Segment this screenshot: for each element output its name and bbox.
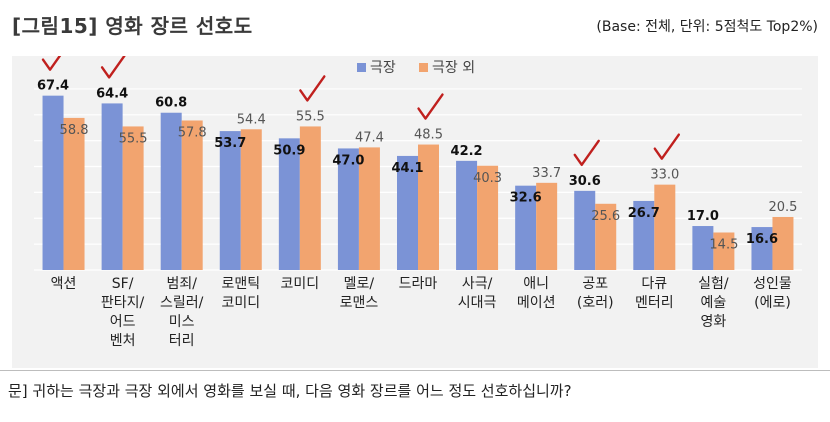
bar-theater xyxy=(397,155,418,270)
data-label-outside: 33.0 xyxy=(650,168,679,183)
data-label-theater: 16.6 xyxy=(746,232,778,247)
data-label-outside: 55.5 xyxy=(119,131,148,146)
bar-theater xyxy=(633,200,655,270)
data-label-theater: 47.0 xyxy=(332,153,364,168)
legend-label-outside: 극장 외 xyxy=(432,60,475,76)
category-label: 예술 xyxy=(701,295,727,311)
category-label: 판타지/ xyxy=(101,295,145,311)
category-label: 메이션 xyxy=(517,295,556,311)
bar-outside xyxy=(63,117,85,271)
category-label: 영화 xyxy=(701,314,727,330)
check-icon xyxy=(417,93,444,120)
bar-theater xyxy=(101,103,123,270)
bar-theater xyxy=(278,138,300,270)
category-label: 터리 xyxy=(169,333,195,349)
bar-theater xyxy=(337,148,359,270)
legend-label-theater: 극장 xyxy=(370,60,396,76)
legend-swatch-theater xyxy=(357,63,366,72)
data-label-outside: 54.4 xyxy=(237,112,266,127)
data-label-theater: 17.0 xyxy=(687,209,719,224)
check-icon xyxy=(573,139,600,167)
category-label: 실험/ xyxy=(698,276,729,292)
data-label-outside: 58.8 xyxy=(60,123,89,138)
bar-outside xyxy=(358,147,380,270)
category-label: 드라마 xyxy=(399,276,438,292)
category-label: 성인물 xyxy=(753,276,792,292)
category-label: 멜로/ xyxy=(344,276,375,292)
data-label-theater: 32.6 xyxy=(510,191,542,206)
bar-outside xyxy=(713,232,735,270)
category-label: 스릴러/ xyxy=(160,295,204,311)
bar-outside xyxy=(299,126,321,270)
data-label-theater: 26.7 xyxy=(628,206,660,221)
category-label: 멘터리 xyxy=(635,295,674,311)
data-label-theater: 64.4 xyxy=(96,86,128,101)
category-label: 코미디 xyxy=(281,276,320,292)
bar-outside xyxy=(240,129,262,270)
category-label: 애니 xyxy=(523,276,549,292)
data-label-outside: 25.6 xyxy=(591,209,620,224)
data-label-theater: 44.1 xyxy=(391,161,423,176)
bar-outside xyxy=(122,126,144,270)
data-label-theater: 42.2 xyxy=(451,144,483,159)
check-icon xyxy=(100,56,126,79)
bar-theater xyxy=(751,227,773,270)
bar-theater xyxy=(515,185,537,270)
category-label: 벤처 xyxy=(110,333,136,349)
bar-theater xyxy=(574,190,596,270)
bar-outside xyxy=(181,120,203,271)
figure-note: (Base: 전체, 단위: 5점척도 Top2%) xyxy=(596,19,818,35)
data-label-outside: 47.4 xyxy=(355,130,384,145)
data-label-theater: 30.6 xyxy=(569,174,601,189)
bar-theater xyxy=(692,226,714,270)
check-icon xyxy=(653,133,681,160)
bar-outside xyxy=(654,184,676,270)
survey-question: 문] 귀하는 극장과 극장 외에서 영화를 보실 때, 다음 영화 장르를 어느… xyxy=(8,382,572,400)
data-label-outside: 48.5 xyxy=(414,128,443,143)
data-label-theater: 60.8 xyxy=(155,96,187,111)
divider xyxy=(0,370,830,371)
category-label: 로맨틱 xyxy=(221,276,260,292)
check-icon xyxy=(299,75,326,102)
bar-theater xyxy=(219,131,241,270)
bar-outside xyxy=(418,144,439,270)
legend: 극장 극장 외 xyxy=(357,60,475,76)
category-label: 어드 xyxy=(110,314,136,330)
check-icon xyxy=(41,56,62,71)
data-label-theater: 67.4 xyxy=(37,79,69,94)
data-label-outside: 33.7 xyxy=(532,166,561,181)
figure-header: [그림15] 영화 장르 선호도 (Base: 전체, 단위: 5점척도 Top… xyxy=(0,0,830,50)
data-label-outside: 57.8 xyxy=(178,125,207,140)
bar-outside xyxy=(772,216,794,270)
category-label: 액션 xyxy=(51,276,77,292)
category-label: SF/ xyxy=(112,276,134,292)
bar-theater xyxy=(456,160,478,270)
data-label-outside: 14.5 xyxy=(709,237,738,252)
category-label: (호러) xyxy=(577,295,614,311)
category-label: 미스 xyxy=(169,314,195,330)
category-label: (에로) xyxy=(754,295,791,311)
bar-outside xyxy=(595,203,617,270)
bar-theater xyxy=(160,112,182,270)
category-label: 코미디 xyxy=(221,295,260,311)
category-label: 다큐 xyxy=(641,276,667,292)
data-label-outside: 40.3 xyxy=(473,171,502,186)
figure-title: [그림15] 영화 장르 선호도 xyxy=(12,14,253,38)
data-label-outside: 20.5 xyxy=(768,200,797,215)
category-label: 로맨스 xyxy=(340,295,379,311)
data-label-theater: 50.9 xyxy=(273,143,305,158)
bar-outside xyxy=(536,182,558,270)
category-label: 시대극 xyxy=(458,295,497,311)
bar-theater xyxy=(42,95,64,270)
category-label: 공포 xyxy=(582,276,608,292)
category-label: 사극/ xyxy=(462,276,493,292)
data-label-outside: 55.5 xyxy=(296,109,325,124)
category-label: 범죄/ xyxy=(166,276,197,292)
bar-outside xyxy=(477,165,499,270)
legend-swatch-outside xyxy=(419,63,428,72)
data-label-theater: 53.7 xyxy=(214,136,246,151)
